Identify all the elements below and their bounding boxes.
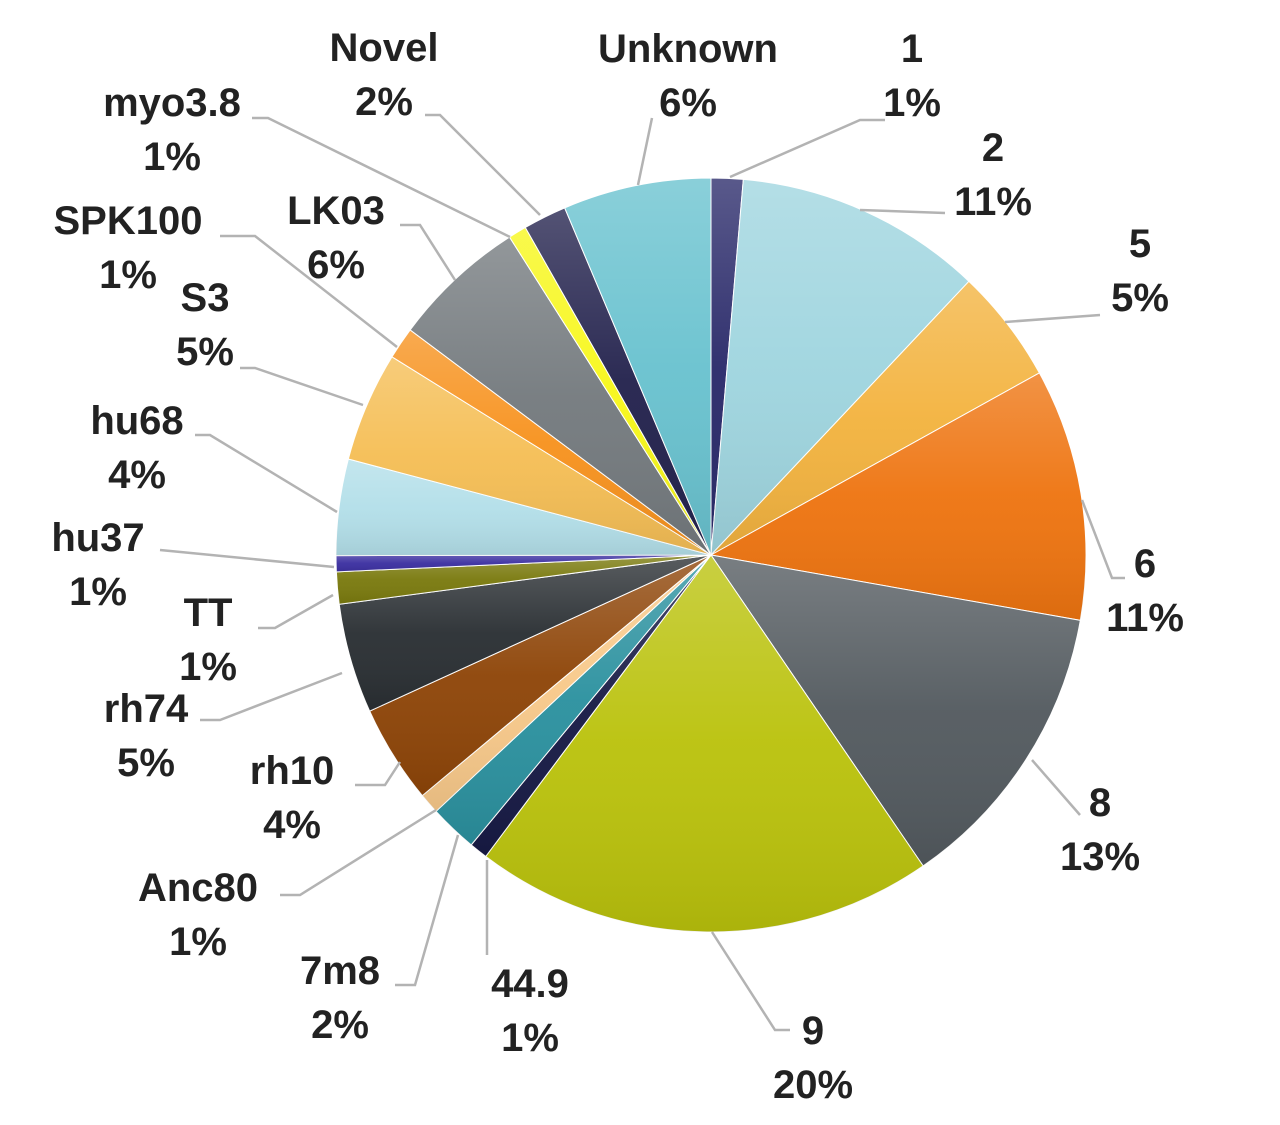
- slice-label-percent: 6%: [659, 81, 717, 125]
- leader-line: [252, 116, 511, 239]
- slice-label-percent: 2%: [311, 1003, 369, 1047]
- slice-label-name: 7m8: [300, 949, 380, 993]
- leader-line: [1031, 759, 1081, 816]
- pie-slice-shading: [436, 555, 711, 845]
- pie-slice-shading: [391, 329, 711, 555]
- pie-slice-shading: [369, 555, 711, 796]
- slice-label-percent: 1%: [69, 570, 127, 614]
- slice-label-percent: 5%: [117, 741, 175, 785]
- pie-slice-shading: [336, 555, 711, 605]
- slice-label-percent: 1%: [143, 135, 201, 179]
- leader-line: [425, 113, 541, 216]
- slice-label-percent: 20%: [773, 1063, 853, 1107]
- leader-line: [1004, 313, 1101, 324]
- leader-line: [859, 208, 946, 215]
- slice-label-name: myo3.8: [103, 81, 241, 125]
- leader-line: [220, 234, 398, 348]
- slice-label-name: SPK100: [54, 199, 203, 243]
- slice-label-percent: 6%: [307, 243, 365, 287]
- slice-label-name: rh74: [104, 687, 189, 731]
- pie-slice-shading: [509, 227, 711, 555]
- slice-label-percent: 13%: [1060, 835, 1140, 879]
- leader-line: [636, 117, 654, 186]
- leader-line: [710, 931, 790, 1032]
- slice-label-name: S3: [181, 276, 230, 320]
- slice-label-percent: 1%: [99, 253, 157, 297]
- slice-labels: 11%211%55%611%813%920%44.91%7m82%Anc801%…: [51, 26, 1184, 1107]
- leader-line: [355, 761, 402, 787]
- slice-label-name: Unknown: [598, 27, 778, 71]
- slice-label-name: 8: [1089, 781, 1111, 825]
- leader-lines: [159, 113, 1125, 1032]
- slice-label-name: 2: [982, 126, 1004, 170]
- pie-slice-shading: [564, 178, 711, 555]
- pie-slice-shading: [410, 237, 711, 555]
- slice-label-percent: 2%: [355, 80, 413, 124]
- slice-label-percent: 11%: [1106, 596, 1184, 640]
- slice-label-name: rh10: [250, 749, 335, 793]
- slice-label-percent: 4%: [108, 453, 166, 497]
- slice-label-name: Novel: [330, 26, 439, 70]
- slice-label-name: hu37: [51, 516, 144, 560]
- pie-slice-shading: [336, 555, 711, 572]
- slice-label-percent: 1%: [501, 1016, 559, 1060]
- leader-line: [280, 808, 437, 897]
- slice-label-name: TT: [184, 591, 233, 635]
- pie-slice-shading: [711, 281, 1040, 555]
- pie-slice-shading: [525, 207, 711, 555]
- slice-label-percent: 1%: [179, 645, 237, 689]
- slice-label-name: 44.9: [491, 962, 569, 1006]
- slice-label-name: 9: [802, 1009, 824, 1053]
- leader-line: [258, 593, 334, 630]
- slice-label-percent: 1%: [883, 81, 941, 125]
- pie-slice-shading: [336, 459, 711, 556]
- slice-label-percent: 11%: [954, 180, 1032, 224]
- slice-label-percent: 5%: [1111, 276, 1169, 320]
- leader-line: [159, 548, 335, 569]
- slice-label-percent: 1%: [169, 920, 227, 964]
- leader-line: [1080, 499, 1125, 580]
- slice-label-name: Anc80: [138, 866, 258, 910]
- leader-line: [195, 433, 338, 514]
- slice-label-name: 6: [1134, 542, 1156, 586]
- pie-slices: [335, 177, 1087, 933]
- leader-line: [729, 118, 885, 179]
- pie-slice-shading: [711, 179, 969, 555]
- pie-slice-shading: [711, 555, 1081, 866]
- pie-slice-shading: [471, 555, 711, 857]
- leader-line: [240, 366, 364, 407]
- leader-line: [200, 671, 343, 722]
- slice-label-name: LK03: [287, 189, 385, 233]
- pie-slice-shading: [422, 555, 711, 812]
- leader-line: [400, 223, 457, 281]
- pie-slice-shading: [485, 555, 924, 932]
- pie-slice-shading: [711, 372, 1086, 621]
- slice-label-percent: 5%: [176, 330, 234, 374]
- slice-label-name: hu68: [90, 399, 183, 443]
- slice-label-name: 5: [1129, 222, 1151, 266]
- slice-label-name: 1: [901, 27, 923, 71]
- slice-label-percent: 4%: [263, 803, 321, 847]
- pie-slice-shading: [348, 356, 711, 555]
- leader-line: [395, 834, 460, 987]
- pie-slice-shading: [339, 555, 711, 712]
